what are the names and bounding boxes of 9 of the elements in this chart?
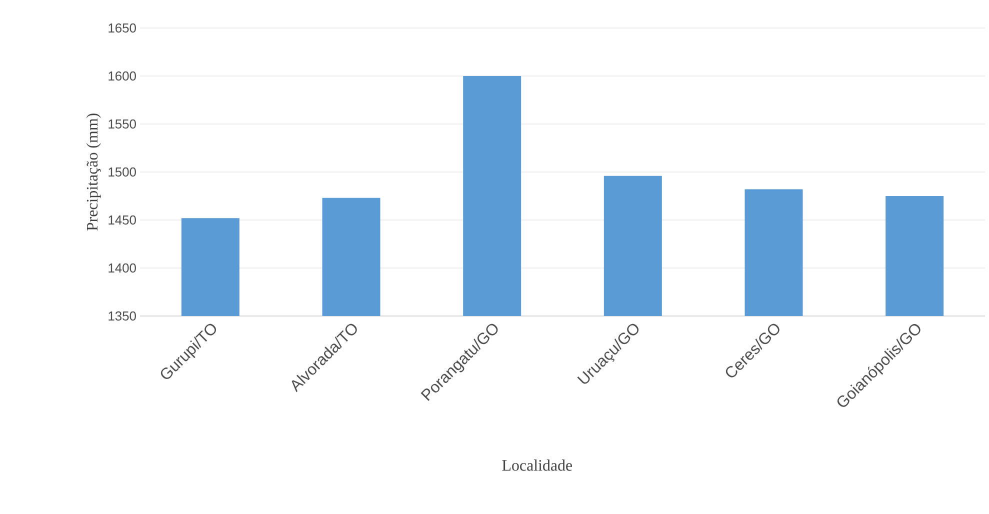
y-tick-label: 1650 xyxy=(108,23,136,33)
y-axis-title: Precipitação (mm) xyxy=(86,114,101,231)
y-tick-label: 1500 xyxy=(108,167,136,177)
y-tick-label: 1550 xyxy=(108,119,136,129)
y-tick-label: 1400 xyxy=(108,263,136,273)
y-tick-label: 1350 xyxy=(108,311,136,321)
y-tick-label: 1600 xyxy=(108,71,136,81)
y-tick-label: 1450 xyxy=(108,215,136,225)
x-axis-title: Localidade xyxy=(502,460,572,471)
